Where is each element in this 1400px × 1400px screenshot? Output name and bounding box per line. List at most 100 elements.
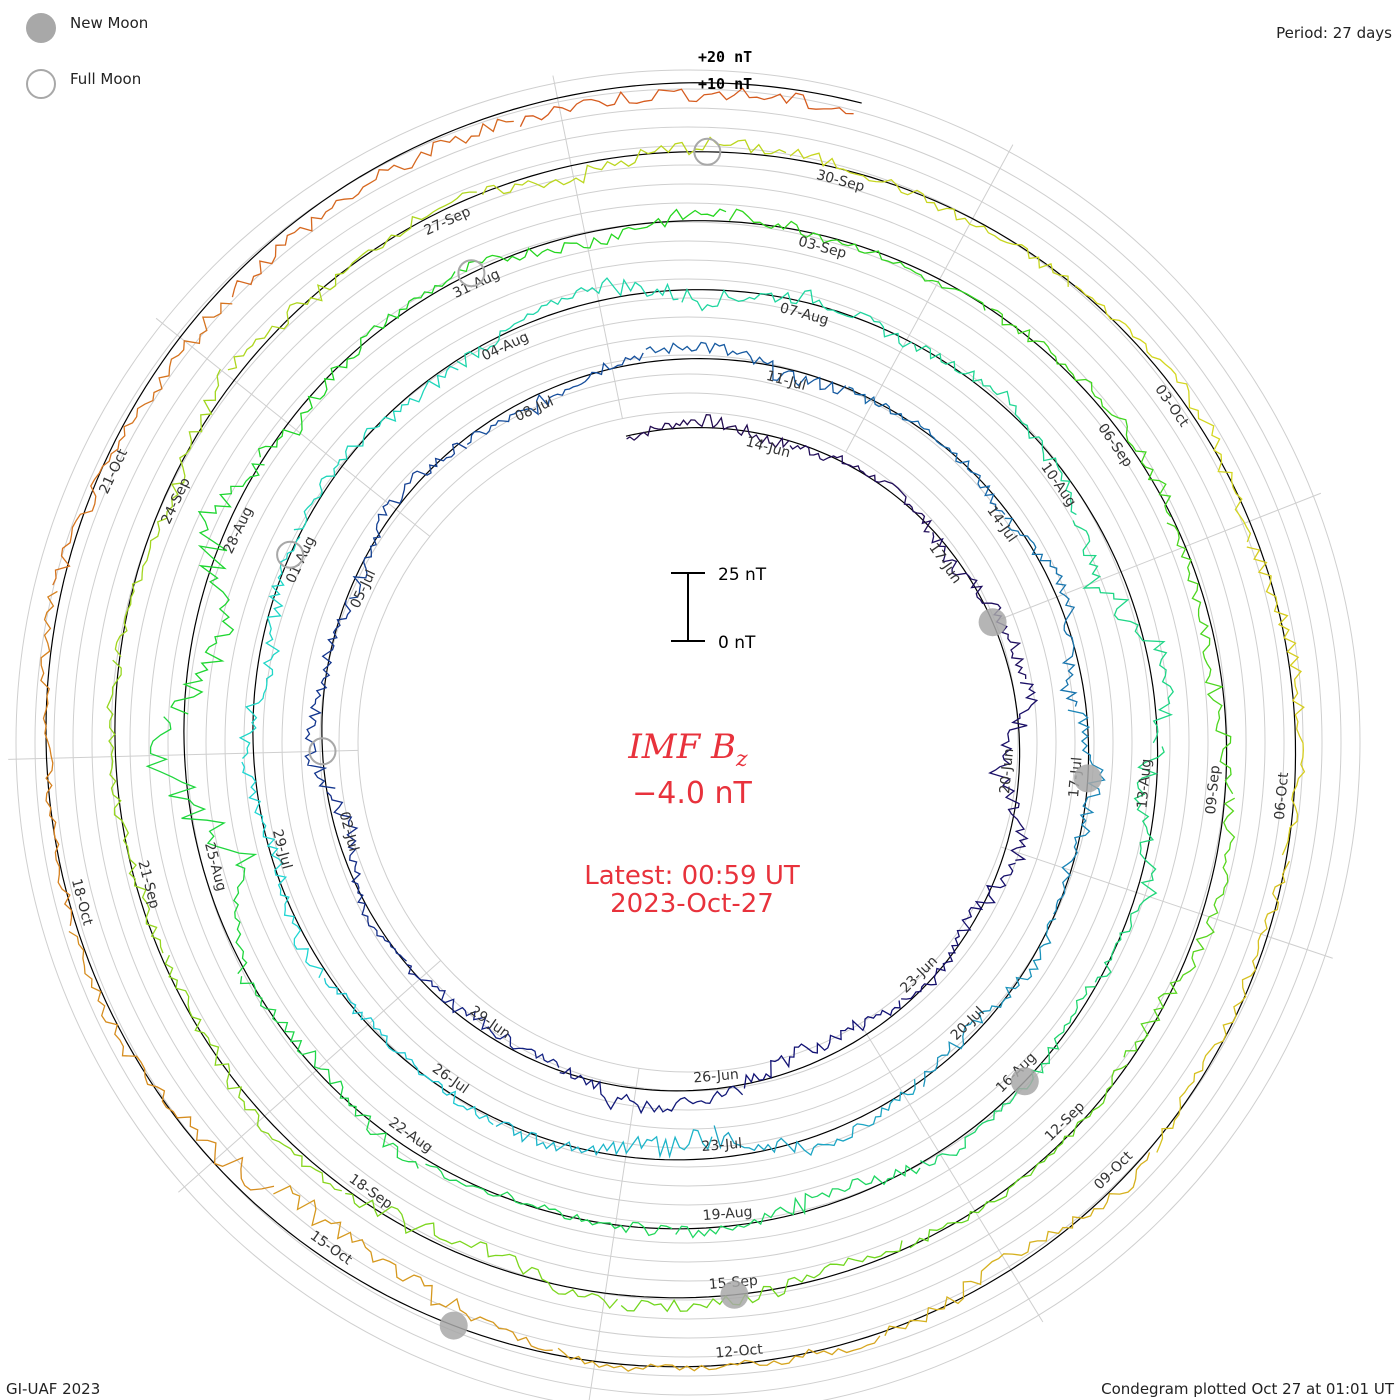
chart-grid [15, 69, 1361, 1400]
bz-series-segment [345, 1192, 618, 1310]
date-label: 18-Oct [68, 877, 96, 927]
scale-bar-bottom-label: 0 nT [718, 633, 756, 653]
full-moon-marker [276, 540, 305, 569]
grid-ring [129, 183, 1247, 1301]
new-moon-legend-icon [26, 13, 56, 43]
full-moon-legend-label: Full Moon [70, 70, 141, 88]
scale-label-plus10: +10 nT [698, 75, 752, 93]
full-moon-marker [308, 737, 337, 766]
bz-series-segment [145, 716, 258, 975]
bz-series-segment [1074, 285, 1252, 543]
date-label: 14-Jul [983, 503, 1019, 545]
bz-series-segment [323, 978, 494, 1126]
date-label: 13-Aug [1134, 758, 1154, 809]
bz-series-segment [557, 1335, 881, 1372]
bz-series-segment [458, 208, 727, 273]
grid-ring [281, 335, 1095, 1149]
bz-series-segment [106, 659, 164, 954]
date-label: 19-Aug [702, 1204, 753, 1224]
date-label: 03-Sep [796, 234, 848, 262]
bz-series-segment [519, 87, 854, 127]
bz-series-segment [901, 862, 1016, 1000]
bz-series-segment [1166, 522, 1234, 795]
center-title-main: IMF B [627, 727, 736, 767]
grid-ring [91, 145, 1285, 1339]
grid-ring [110, 164, 1266, 1320]
bz-series-segment [1123, 797, 1236, 1058]
bz-series-segment [789, 444, 933, 533]
grid-ring [167, 221, 1209, 1263]
new-moon-legend-label: New Moon [70, 14, 148, 32]
center-title-sub: z [735, 747, 748, 772]
bz-series-segment [406, 963, 560, 1068]
bz-series-segment [40, 590, 73, 926]
bz-series-segment [304, 599, 352, 789]
footer-credit: GI-UAF 2023 [6, 1380, 100, 1398]
bz-series-segment [909, 1064, 1128, 1249]
bz-series-segment [164, 954, 342, 1192]
grid-ring [243, 297, 1133, 1187]
scale-label-plus20: +20 nT [698, 48, 752, 66]
date-label: 27-Sep [422, 204, 474, 239]
grid-ring [15, 69, 1361, 1400]
bz-series-segment [482, 136, 787, 196]
scale-bar-top-label: 25 nT [718, 565, 767, 585]
bz-series-segment [1156, 860, 1290, 1153]
bz-series-segment [349, 442, 468, 600]
chart-baseline-spiral [45, 82, 1297, 1368]
grid-ring [262, 316, 1114, 1168]
date-label: 29-Jul [269, 828, 295, 871]
bz-series-segment [645, 341, 847, 395]
grid-spoke [8, 749, 359, 760]
full-moon-legend-icon [26, 69, 56, 99]
bz-series-segment [231, 118, 514, 298]
grid-spoke [155, 317, 431, 537]
date-label: 21-Sep [134, 859, 162, 911]
bz-series-segment [466, 352, 644, 445]
bz-series-segment [114, 369, 221, 658]
grid-ring [224, 278, 1152, 1206]
bz-series-segment [239, 976, 419, 1169]
bz-series-segment [675, 1164, 921, 1239]
bz-series-segment [681, 287, 913, 348]
center-latest-time: Latest: 00:59 UT [584, 861, 800, 891]
new-moon-marker [1073, 764, 1102, 793]
grid-spoke [178, 960, 442, 1193]
center-latest-date: 2023-Oct-27 [610, 889, 774, 919]
center-title: IMF Bz [627, 727, 748, 772]
bz-series-line [40, 87, 1306, 1372]
bz-series-segment [620, 1240, 903, 1313]
bz-series-segment [170, 463, 265, 715]
new-moon-marker [1010, 1067, 1039, 1096]
full-moon-marker [693, 137, 722, 166]
new-moon-marker [720, 1280, 749, 1309]
grid-spoke [859, 1023, 1044, 1323]
bz-series-segment [988, 682, 1039, 861]
grid-ring [205, 259, 1171, 1225]
date-label: 20-Jun [997, 748, 1017, 795]
grid-spoke [994, 492, 1322, 622]
new-moon-marker [978, 608, 1007, 637]
date-label: 02-Jul [336, 810, 362, 853]
date-label: 09-Sep [1203, 765, 1223, 816]
center-bz-value: −4.0 nT [632, 776, 752, 811]
bz-series-segment [293, 365, 459, 531]
bz-series-segment [68, 930, 275, 1191]
bz-series-segment [241, 761, 324, 979]
date-label: 06-Oct [1272, 771, 1292, 820]
footer-plotted-time: Condegram plotted Oct 27 at 01:01 UT [1101, 1380, 1395, 1398]
full-moon-marker [457, 259, 486, 288]
bz-series-segment [52, 302, 233, 586]
date-label: 04-Aug [479, 329, 531, 364]
bz-series-segment [495, 1121, 713, 1159]
bz-series-segment [238, 536, 301, 759]
grid-spoke [552, 75, 623, 419]
grid-ring [319, 373, 1057, 1111]
bz-series-segment [1004, 517, 1078, 707]
bz-series-segment [991, 308, 1172, 518]
bz-series-segment [884, 1152, 1151, 1337]
bz-series-segment [713, 1079, 916, 1157]
bz-series-segment [559, 1066, 744, 1115]
new-moon-marker [439, 1311, 468, 1340]
bz-series-segment [1246, 546, 1306, 856]
